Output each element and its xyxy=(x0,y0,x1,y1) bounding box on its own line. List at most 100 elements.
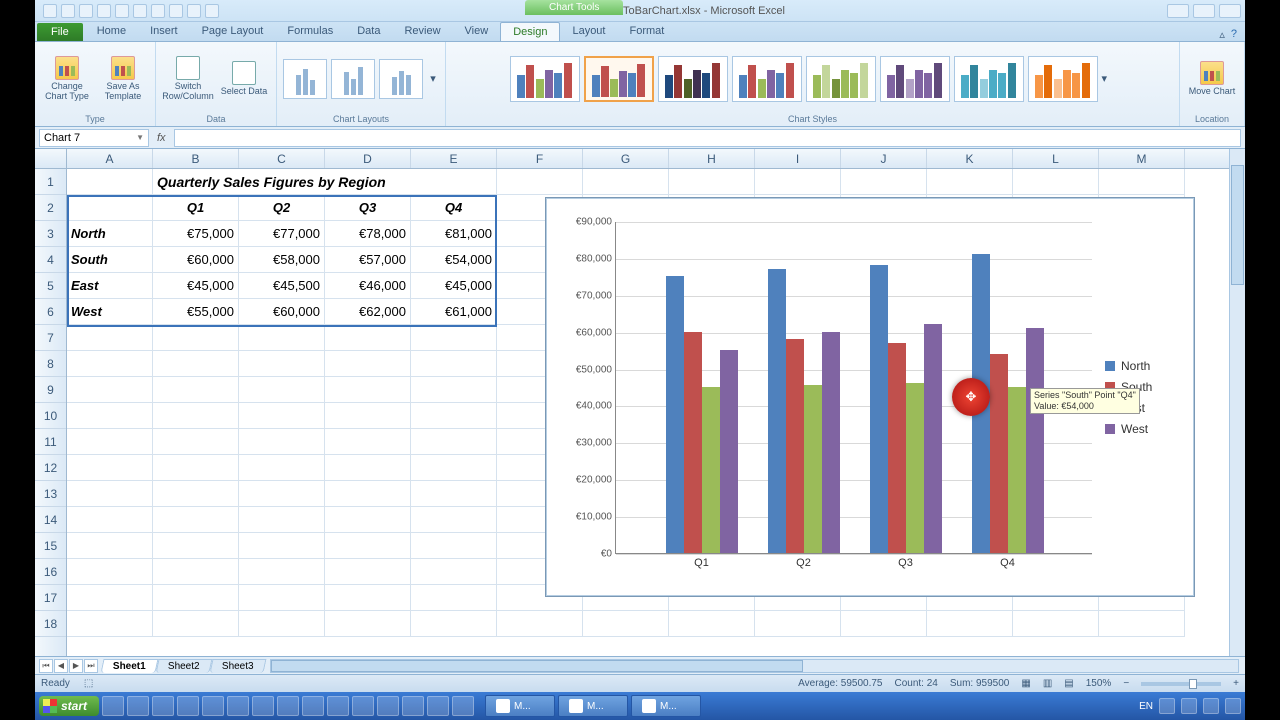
cell[interactable] xyxy=(325,481,411,507)
row-header[interactable]: 17 xyxy=(35,585,66,611)
column-header[interactable]: M xyxy=(1099,149,1185,168)
cell[interactable] xyxy=(411,585,497,611)
row-header[interactable]: 18 xyxy=(35,611,66,637)
row-header[interactable]: 4 xyxy=(35,247,66,273)
row-header[interactable]: 16 xyxy=(35,559,66,585)
taskbar-quicklaunch-icon[interactable] xyxy=(102,696,124,716)
row-header[interactable]: 13 xyxy=(35,481,66,507)
chart-bar[interactable] xyxy=(666,276,684,553)
chart-bar[interactable] xyxy=(822,332,840,553)
cell[interactable] xyxy=(67,533,153,559)
column-header[interactable]: B xyxy=(153,149,239,168)
sheet-tab[interactable]: Sheet2 xyxy=(155,659,212,673)
row-header[interactable]: 12 xyxy=(35,455,66,481)
qat-icon[interactable] xyxy=(169,4,183,18)
chart-style-thumb[interactable] xyxy=(658,56,728,102)
column-header[interactable]: C xyxy=(239,149,325,168)
taskbar-quicklaunch-icon[interactable] xyxy=(327,696,349,716)
minimize-button[interactable] xyxy=(1167,4,1189,18)
cell[interactable]: Quarterly Sales Figures by Region xyxy=(153,169,497,195)
save-as-template-button[interactable]: Save As Template xyxy=(97,56,149,102)
row-header[interactable]: 8 xyxy=(35,351,66,377)
cell[interactable] xyxy=(153,533,239,559)
qat-icon[interactable] xyxy=(133,4,147,18)
redo-icon[interactable] xyxy=(97,4,111,18)
ribbon-tab-design[interactable]: Design xyxy=(500,22,560,41)
cell[interactable]: €60,000 xyxy=(153,247,239,273)
column-header[interactable]: H xyxy=(669,149,755,168)
column-header[interactable]: A xyxy=(67,149,153,168)
chart-plot-area[interactable]: €0€10,000€20,000€30,000€40,000€50,000€60… xyxy=(615,222,1092,554)
cell[interactable]: €78,000 xyxy=(325,221,411,247)
cell[interactable] xyxy=(153,325,239,351)
cell[interactable] xyxy=(239,429,325,455)
taskbar-app-button[interactable]: M... xyxy=(631,695,701,717)
move-chart-button[interactable]: Move Chart xyxy=(1186,61,1238,97)
view-layout-icon[interactable]: ▥ xyxy=(1043,678,1052,689)
start-button[interactable]: start xyxy=(39,696,99,716)
row-header[interactable]: 9 xyxy=(35,377,66,403)
ribbon-tab-format[interactable]: Format xyxy=(617,22,676,41)
column-header[interactable]: G xyxy=(583,149,669,168)
cell[interactable] xyxy=(841,611,927,637)
cell[interactable] xyxy=(239,403,325,429)
cell[interactable] xyxy=(1099,169,1185,195)
chart-layout-thumb[interactable] xyxy=(379,59,423,99)
sheet-nav-first-icon[interactable]: ⏮ xyxy=(39,659,53,673)
chart-bar[interactable] xyxy=(786,339,804,553)
cell[interactable]: €75,000 xyxy=(153,221,239,247)
name-box[interactable]: Chart 7▼ xyxy=(39,129,149,147)
chart-style-thumb[interactable] xyxy=(1028,56,1098,102)
cell[interactable] xyxy=(1099,611,1185,637)
embedded-chart[interactable]: €0€10,000€20,000€30,000€40,000€50,000€60… xyxy=(545,197,1195,597)
cell[interactable] xyxy=(67,429,153,455)
row-header[interactable]: 11 xyxy=(35,429,66,455)
zoom-level[interactable]: 150% xyxy=(1086,678,1112,689)
cell[interactable]: €81,000 xyxy=(411,221,497,247)
excel-icon[interactable] xyxy=(43,4,57,18)
cell[interactable] xyxy=(153,351,239,377)
taskbar-quicklaunch-icon[interactable] xyxy=(402,696,424,716)
chart-bar[interactable] xyxy=(1026,328,1044,553)
cell[interactable] xyxy=(669,611,755,637)
chart-style-thumb[interactable] xyxy=(732,56,802,102)
cell[interactable] xyxy=(497,611,583,637)
cell[interactable] xyxy=(67,351,153,377)
cell[interactable]: €60,000 xyxy=(239,299,325,325)
cell[interactable] xyxy=(67,507,153,533)
cell[interactable] xyxy=(153,429,239,455)
cell[interactable]: Q1 xyxy=(153,195,239,221)
cell[interactable] xyxy=(153,481,239,507)
sheet-nav-last-icon[interactable]: ⏭ xyxy=(84,659,98,673)
save-icon[interactable] xyxy=(61,4,75,18)
cell[interactable]: Q2 xyxy=(239,195,325,221)
cell[interactable] xyxy=(67,611,153,637)
chart-bar[interactable] xyxy=(768,269,786,553)
cell[interactable] xyxy=(67,169,153,195)
ribbon-tab-insert[interactable]: Insert xyxy=(138,22,190,41)
cell[interactable] xyxy=(153,507,239,533)
cell[interactable] xyxy=(67,455,153,481)
cell[interactable] xyxy=(153,585,239,611)
cell[interactable] xyxy=(67,377,153,403)
legend-item[interactable]: North xyxy=(1105,359,1152,373)
chart-layout-thumb[interactable] xyxy=(283,59,327,99)
row-header[interactable]: 15 xyxy=(35,533,66,559)
legend-item[interactable]: West xyxy=(1105,422,1152,436)
file-tab[interactable]: File xyxy=(37,23,83,41)
row-header[interactable]: 1 xyxy=(35,169,66,195)
chart-style-thumb[interactable] xyxy=(954,56,1024,102)
qat-icon[interactable] xyxy=(151,4,165,18)
cell[interactable] xyxy=(153,611,239,637)
zoom-out-icon[interactable]: − xyxy=(1123,678,1129,689)
chart-bar[interactable] xyxy=(720,350,738,553)
ribbon-tab-formulas[interactable]: Formulas xyxy=(275,22,345,41)
cell[interactable] xyxy=(325,429,411,455)
cell[interactable] xyxy=(927,611,1013,637)
select-data-button[interactable]: Select Data xyxy=(218,61,270,97)
cell[interactable] xyxy=(497,169,583,195)
chart-style-thumb[interactable] xyxy=(880,56,950,102)
cell[interactable]: €77,000 xyxy=(239,221,325,247)
cell[interactable] xyxy=(325,377,411,403)
ribbon-tab-home[interactable]: Home xyxy=(85,22,138,41)
